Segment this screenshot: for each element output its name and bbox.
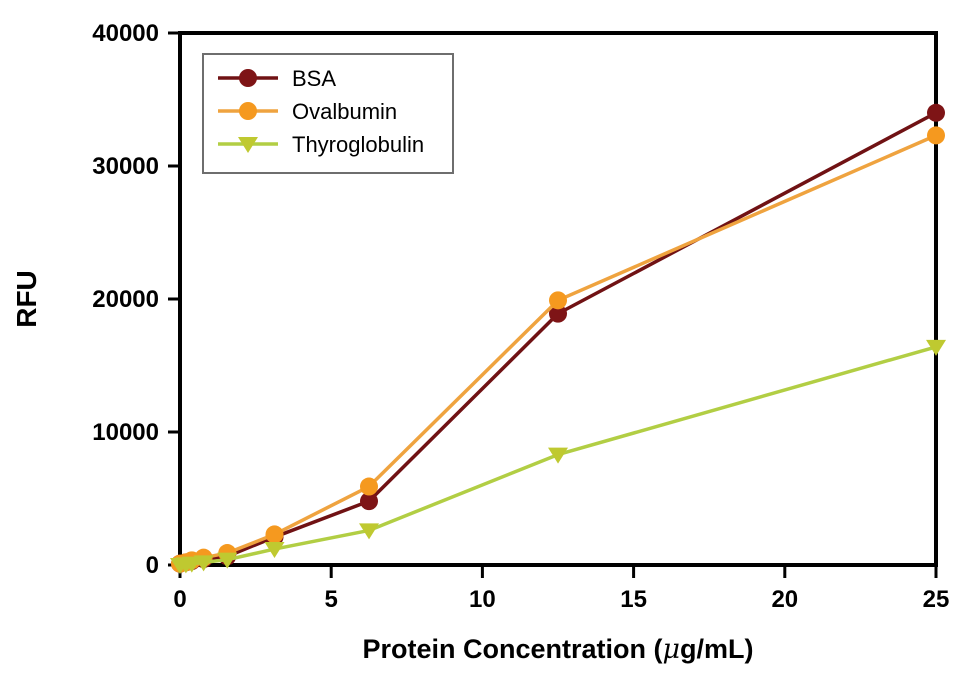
legend-marker-bsa xyxy=(239,69,257,87)
x-tick-label: 20 xyxy=(771,586,798,613)
data-point-ovalbumin xyxy=(549,291,567,310)
series-line-ovalbumin xyxy=(179,133,937,566)
legend-marker-ovalbumin xyxy=(239,102,257,120)
data-point-thyroglobulin xyxy=(359,523,379,540)
x-tick-label: 25 xyxy=(923,586,950,613)
legend-entry-bsa: BSA xyxy=(218,66,336,91)
series-line-bsa xyxy=(179,111,937,566)
legend-label-ovalbumin: Ovalbumin xyxy=(292,99,397,124)
legend-entry-thyroglobulin: Thyroglobulin xyxy=(218,132,424,157)
data-point-ovalbumin xyxy=(927,126,945,145)
data-point-thyroglobulin xyxy=(193,555,214,572)
data-point-thyroglobulin xyxy=(926,339,946,356)
data-point-thyroglobulin xyxy=(181,556,202,573)
y-tick-label: 30000 xyxy=(92,153,159,180)
x-axis-title: Protein Concentration (μg/mL) xyxy=(362,634,753,665)
data-point-thyroglobulin xyxy=(548,447,568,464)
plot-frame xyxy=(178,31,938,567)
y-tick-label: 0 xyxy=(146,552,159,579)
x-tick-label: 5 xyxy=(325,586,338,613)
axes: 0 5 10 15 20 25 0 10000 20000 30000 40000 xyxy=(92,20,949,613)
legend-label-thyroglobulin: Thyroglobulin xyxy=(292,132,424,157)
data-point-thyroglobulin xyxy=(217,552,238,569)
series-ovalbumin xyxy=(171,126,945,573)
data-series xyxy=(170,103,946,574)
y-tick-label: 40000 xyxy=(92,20,159,47)
data-point-bsa xyxy=(549,304,567,323)
data-point-ovalbumin xyxy=(360,477,378,496)
legend-label-bsa: BSA xyxy=(292,66,336,91)
y-tick-label: 10000 xyxy=(92,419,159,446)
y-axis-title: RFU xyxy=(11,270,42,328)
series-thyroglobulin xyxy=(170,339,946,574)
data-point-bsa xyxy=(927,103,945,122)
x-tick-label: 15 xyxy=(620,586,647,613)
x-tick-label: 0 xyxy=(173,586,186,613)
x-tick-label: 10 xyxy=(469,586,496,613)
series-bsa xyxy=(171,103,945,573)
legend-marker-thyroglobulin xyxy=(238,137,258,153)
data-point-ovalbumin xyxy=(265,525,284,544)
data-point-thyroglobulin xyxy=(264,542,285,559)
legend: BSA Ovalbumin Thyroglobulin xyxy=(202,53,454,174)
y-tick-label: 20000 xyxy=(92,286,159,313)
legend-entry-ovalbumin: Ovalbumin xyxy=(218,99,397,124)
data-point-bsa xyxy=(360,492,378,511)
